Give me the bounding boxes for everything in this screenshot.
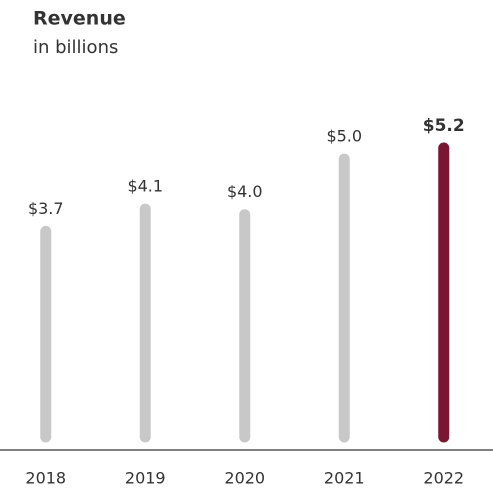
value-label: $4.1: [127, 177, 163, 196]
x-tick-label: 2019: [125, 469, 166, 488]
chart-subtitle: in billions: [33, 37, 118, 58]
x-tick-label: 2022: [423, 469, 464, 488]
value-label: $4.0: [227, 182, 263, 201]
value-label: $5.0: [326, 127, 362, 146]
x-tick-label: 2020: [224, 469, 265, 488]
x-tick-label: 2021: [324, 469, 365, 488]
chart-title: Revenue: [33, 8, 126, 30]
value-label: $3.7: [28, 199, 64, 218]
value-label: $5.2: [423, 116, 465, 136]
x-tick-label: 2018: [25, 469, 66, 488]
